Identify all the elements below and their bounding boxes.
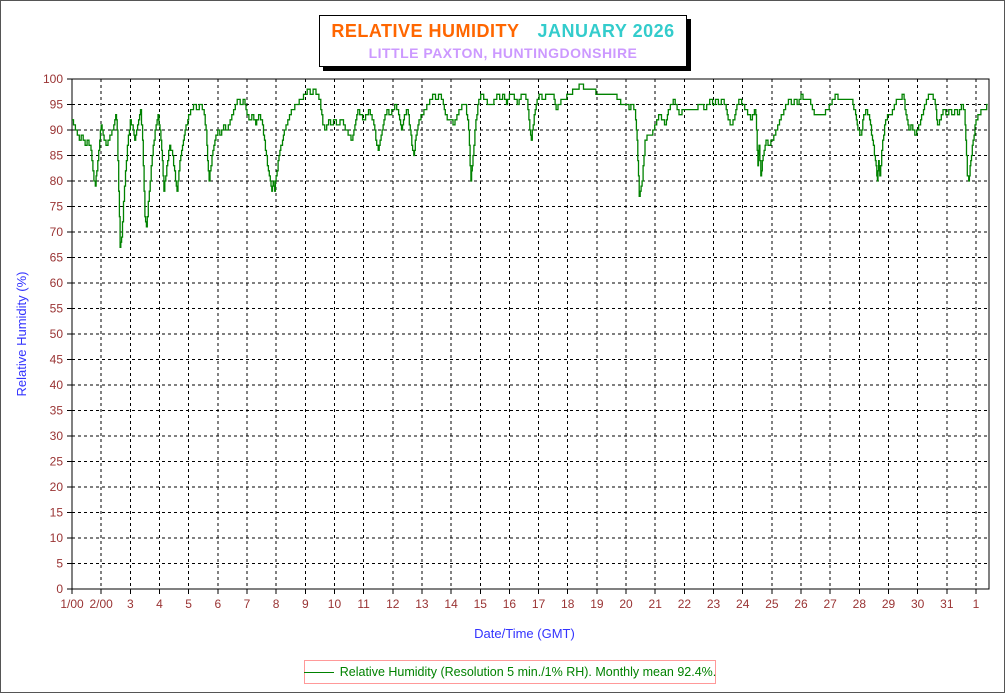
humidity-series-line xyxy=(72,83,988,248)
svg-text:7: 7 xyxy=(244,597,251,611)
svg-text:11: 11 xyxy=(357,597,370,611)
svg-text:17: 17 xyxy=(532,597,546,611)
svg-text:50: 50 xyxy=(50,327,64,341)
svg-text:70: 70 xyxy=(50,225,64,239)
svg-text:5: 5 xyxy=(56,557,63,571)
svg-text:12: 12 xyxy=(386,597,400,611)
svg-text:28: 28 xyxy=(853,597,867,611)
svg-text:75: 75 xyxy=(50,200,64,214)
svg-text:27: 27 xyxy=(824,597,838,611)
legend-label: Relative Humidity (Resolution 5 min./1% … xyxy=(339,665,717,679)
x-axis-title: Date/Time (GMT) xyxy=(474,626,575,641)
svg-text:30: 30 xyxy=(50,429,64,443)
svg-text:18: 18 xyxy=(561,597,575,611)
svg-text:6: 6 xyxy=(214,597,221,611)
svg-text:31: 31 xyxy=(940,597,954,611)
svg-text:85: 85 xyxy=(50,149,64,163)
svg-text:55: 55 xyxy=(50,302,64,316)
svg-text:80: 80 xyxy=(50,174,64,188)
svg-text:13: 13 xyxy=(415,597,429,611)
svg-text:1/00: 1/00 xyxy=(60,597,84,611)
chart-subtitle: LITTLE PAXTON, HUNTINGDONSHIRE xyxy=(368,45,638,61)
svg-text:10: 10 xyxy=(328,597,342,611)
svg-text:60: 60 xyxy=(50,276,64,290)
svg-text:25: 25 xyxy=(50,455,64,469)
svg-text:15: 15 xyxy=(474,597,488,611)
svg-text:100: 100 xyxy=(43,72,63,86)
svg-text:40: 40 xyxy=(50,378,64,392)
svg-text:20: 20 xyxy=(619,597,633,611)
svg-text:1: 1 xyxy=(973,597,980,611)
chart-canvas: 0510152025303540455055606570758085909510… xyxy=(14,72,990,641)
svg-text:16: 16 xyxy=(503,597,517,611)
svg-text:22: 22 xyxy=(678,597,692,611)
plot-border xyxy=(71,78,990,590)
svg-text:26: 26 xyxy=(794,597,808,611)
svg-text:0: 0 xyxy=(56,582,63,596)
legend-line-sample xyxy=(303,671,334,673)
svg-text:15: 15 xyxy=(50,506,64,520)
svg-text:8: 8 xyxy=(273,597,280,611)
svg-text:3: 3 xyxy=(127,597,134,611)
y-axis-title: Relative Humidity (%) xyxy=(14,272,29,397)
svg-text:10: 10 xyxy=(50,531,64,545)
svg-text:30: 30 xyxy=(911,597,925,611)
svg-text:21: 21 xyxy=(649,597,663,611)
chart-title-box: RELATIVE HUMIDITY JANUARY 2026 LITTLE PAX… xyxy=(319,15,687,67)
chart-title-month: JANUARY 2026 xyxy=(537,21,675,41)
svg-text:95: 95 xyxy=(50,98,64,112)
svg-text:23: 23 xyxy=(707,597,721,611)
svg-text:35: 35 xyxy=(50,404,64,418)
chart-title: RELATIVE HUMIDITY JANUARY 2026 xyxy=(331,19,674,43)
chart-title-main: RELATIVE HUMIDITY xyxy=(331,21,520,41)
tick-labels: 0510152025303540455055606570758085909510… xyxy=(43,72,980,611)
svg-text:9: 9 xyxy=(302,597,309,611)
svg-text:45: 45 xyxy=(50,353,64,367)
svg-text:29: 29 xyxy=(882,597,896,611)
svg-text:19: 19 xyxy=(590,597,604,611)
svg-text:4: 4 xyxy=(156,597,163,611)
grid-layer xyxy=(72,79,989,589)
svg-text:65: 65 xyxy=(50,251,64,265)
svg-text:24: 24 xyxy=(736,597,750,611)
svg-text:90: 90 xyxy=(50,123,64,137)
svg-text:2/00: 2/00 xyxy=(89,597,113,611)
svg-text:25: 25 xyxy=(765,597,779,611)
svg-text:20: 20 xyxy=(50,480,64,494)
svg-text:5: 5 xyxy=(185,597,192,611)
tick-layer xyxy=(67,78,977,594)
legend: Relative Humidity (Resolution 5 min./1% … xyxy=(303,660,717,684)
svg-text:14: 14 xyxy=(444,597,458,611)
